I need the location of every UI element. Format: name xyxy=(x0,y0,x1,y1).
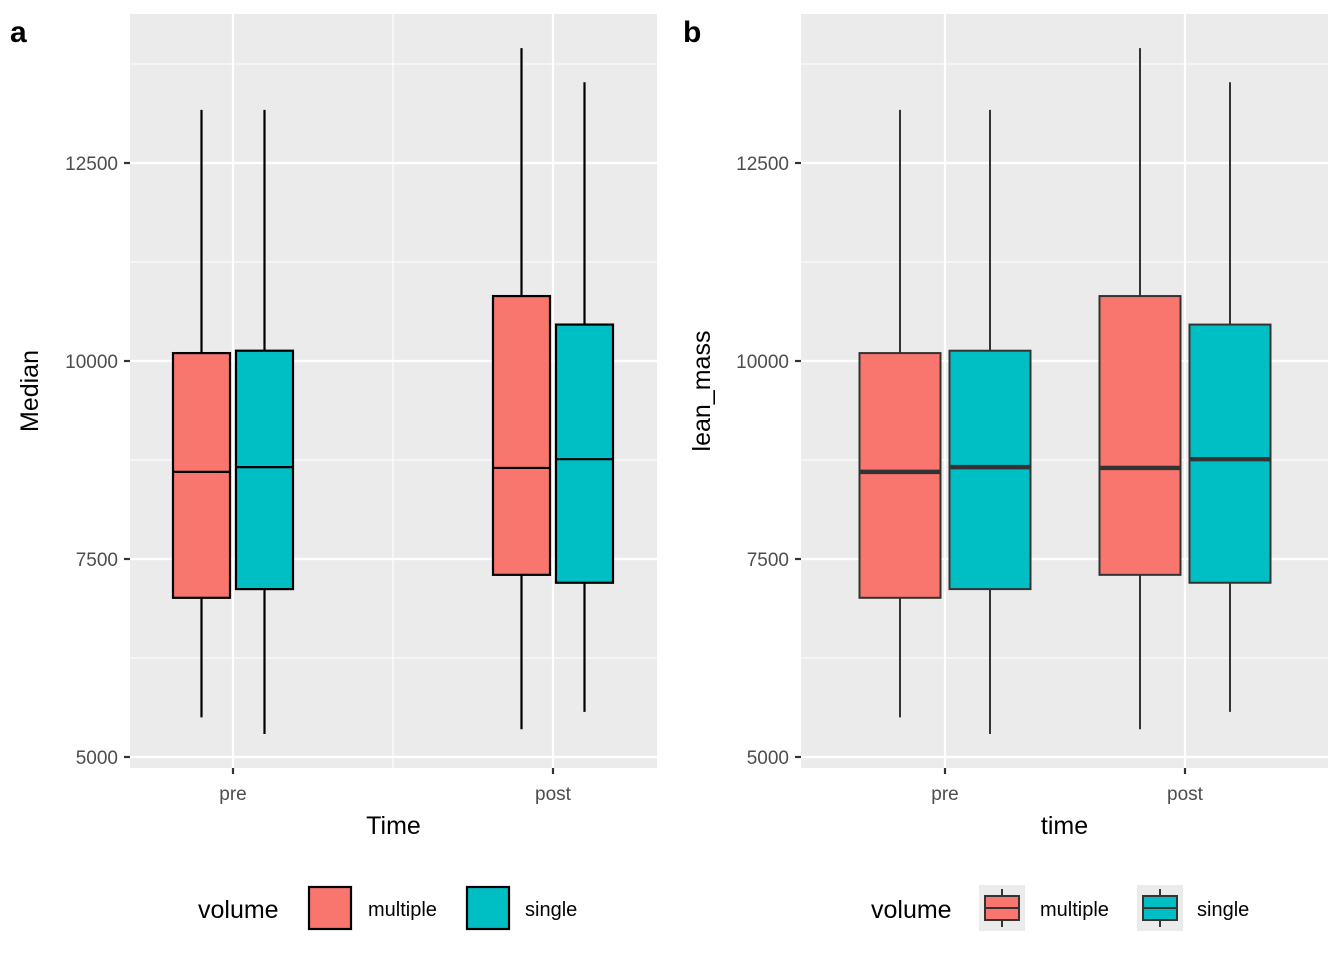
box-single-post xyxy=(1188,82,1272,712)
legend-key-multiple xyxy=(979,885,1025,931)
y-axis-title: Median xyxy=(16,350,44,432)
x-axis-title: Time xyxy=(366,812,421,840)
legend-a: volume multiple single xyxy=(198,885,577,931)
legend-title: volume xyxy=(198,896,279,924)
box-iqr xyxy=(1098,295,1182,576)
y-axis-title: lean_mass xyxy=(688,331,716,452)
legend-key-multiple xyxy=(307,885,353,931)
y-tick-label: 10000 xyxy=(736,352,789,373)
y-tick-label: 12500 xyxy=(65,154,118,175)
x-tick-label: post xyxy=(535,784,572,805)
box-iqr xyxy=(948,349,1032,591)
y-tick-label: 12500 xyxy=(736,154,789,175)
box-multiple-pre xyxy=(171,109,232,718)
box-multiple-post xyxy=(491,48,552,730)
legend-label: single xyxy=(1197,899,1249,921)
box-iqr xyxy=(554,323,615,584)
legend-b: volume multiple single xyxy=(871,885,1249,931)
legend-key-single xyxy=(465,885,511,931)
y-tick-label: 10000 xyxy=(65,352,118,373)
legend-label: multiple xyxy=(1040,899,1109,921)
y-tick-label: 7500 xyxy=(76,550,118,571)
y-tick-label: 5000 xyxy=(76,748,118,769)
box-iqr xyxy=(234,349,295,591)
box-multiple-pre xyxy=(858,109,942,718)
y-tick-label: 5000 xyxy=(747,748,789,769)
panel-a: 5000 7500 10000 12500 pre post Time Median a volu… xyxy=(10,14,657,931)
box-iqr xyxy=(491,294,552,576)
legend-label: single xyxy=(525,899,577,921)
legend-swatch xyxy=(307,885,353,931)
box-iqr xyxy=(858,352,942,599)
panel-tag: a xyxy=(10,16,27,49)
y-tick-label: 7500 xyxy=(747,550,789,571)
box-iqr xyxy=(171,351,232,599)
x-tick-label: pre xyxy=(219,784,246,805)
legend-key-single xyxy=(1137,885,1183,931)
x-axis-title: time xyxy=(1041,812,1088,840)
box-single-pre xyxy=(948,109,1032,735)
legend-title: volume xyxy=(871,896,952,924)
panel-tag: b xyxy=(683,16,701,49)
x-tick-label: post xyxy=(1167,784,1204,805)
box-multiple-post xyxy=(1098,48,1182,730)
box-single-pre xyxy=(234,109,295,735)
legend-swatch xyxy=(465,885,511,931)
panel-b: 5000 7500 10000 12500 pre post time lean_mass b v… xyxy=(683,14,1328,931)
x-tick-label: pre xyxy=(931,784,958,805)
box-iqr xyxy=(1188,323,1272,584)
box-single-post xyxy=(554,82,615,712)
legend-label: multiple xyxy=(368,899,437,921)
